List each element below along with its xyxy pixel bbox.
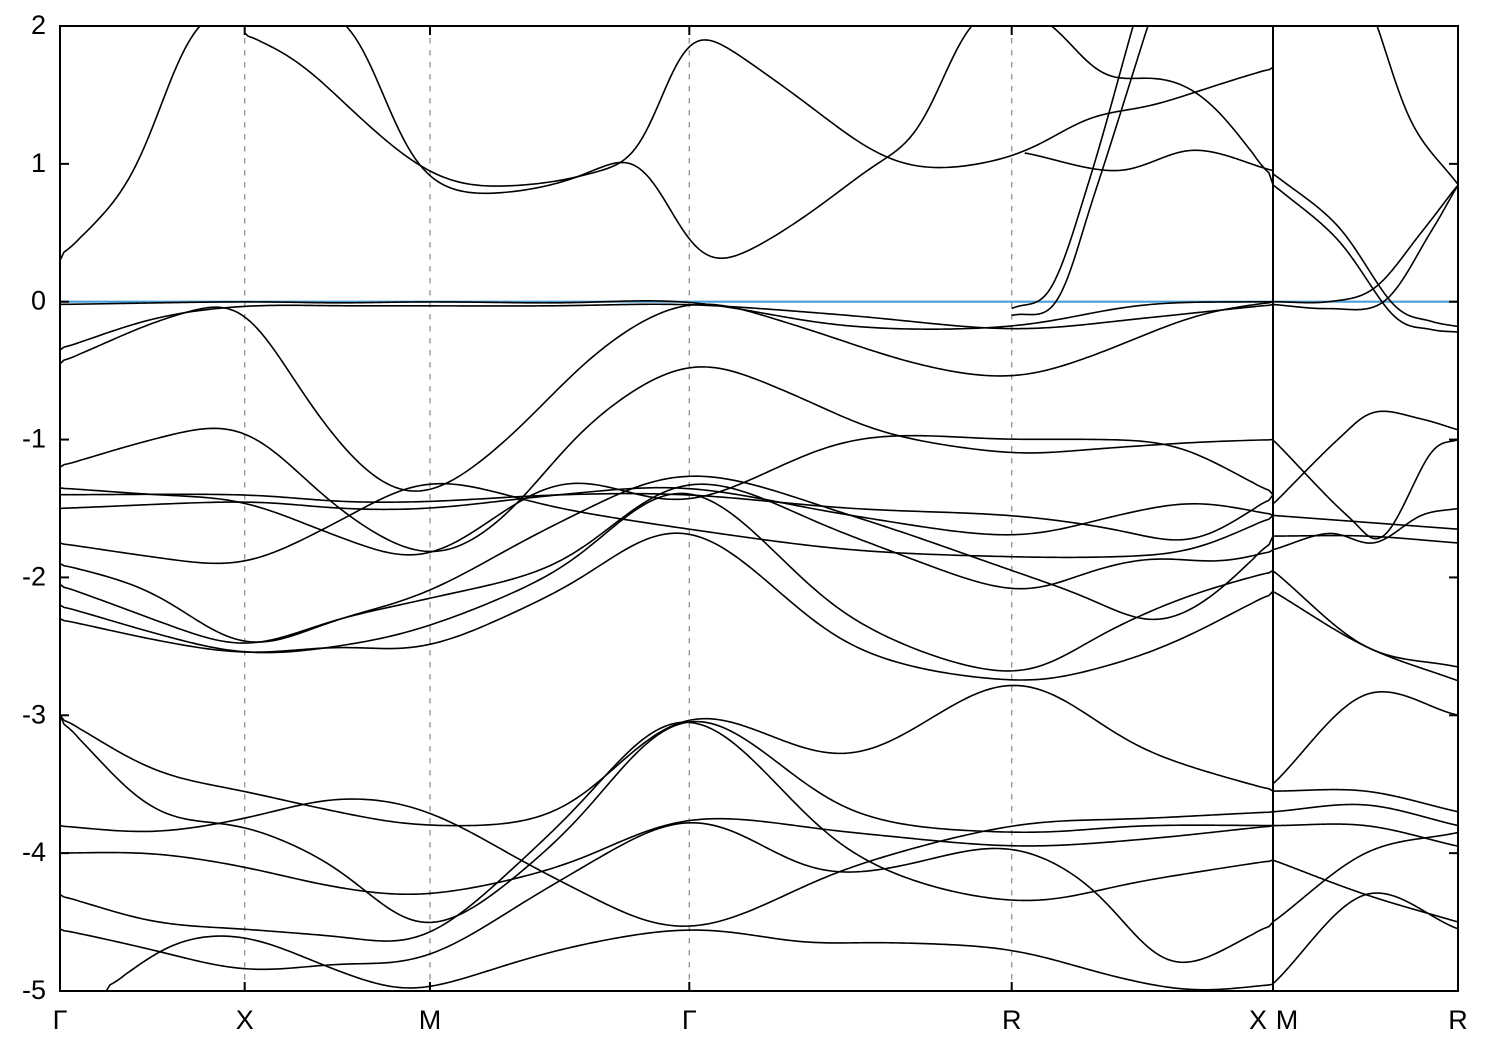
svg-text:2: 2: [31, 10, 46, 40]
svg-text:-1: -1: [22, 424, 46, 454]
svg-text:-5: -5: [22, 975, 46, 1005]
svg-text:M: M: [1276, 1005, 1299, 1035]
svg-text:R: R: [1002, 1005, 1022, 1035]
svg-text:Γ: Γ: [53, 1005, 68, 1035]
svg-text:R: R: [1448, 1005, 1468, 1035]
svg-text:X: X: [236, 1005, 254, 1035]
svg-text:1: 1: [31, 148, 46, 178]
svg-text:-4: -4: [22, 837, 46, 867]
svg-text:X: X: [1249, 1005, 1267, 1035]
svg-text:M: M: [419, 1005, 442, 1035]
svg-text:0: 0: [31, 286, 46, 316]
svg-text:Γ: Γ: [682, 1005, 697, 1035]
svg-text:-2: -2: [22, 561, 46, 591]
svg-text:-3: -3: [22, 699, 46, 729]
